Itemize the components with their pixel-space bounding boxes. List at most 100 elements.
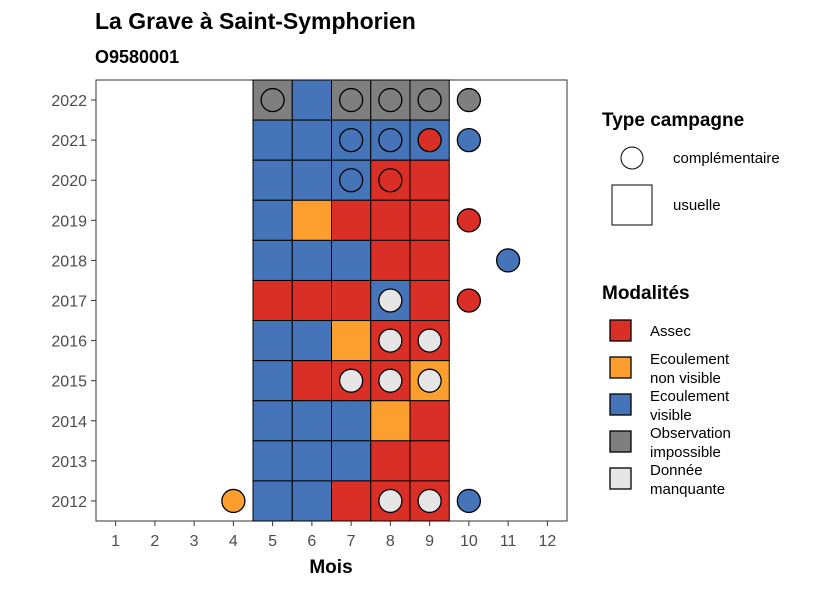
tile — [291, 360, 332, 402]
tiles-layer — [252, 79, 450, 522]
x-tick-label: 4 — [229, 533, 238, 550]
tile — [331, 480, 372, 522]
tile — [331, 279, 372, 322]
tile — [252, 159, 293, 201]
tile — [331, 400, 372, 442]
x-axis-label: Mois — [309, 557, 352, 578]
x-tick-label: 12 — [538, 533, 556, 550]
tile — [291, 199, 332, 241]
tile — [370, 400, 411, 442]
y-tick-label: 2016 — [51, 334, 87, 351]
chart-title: La Grave à Saint-Symphorien — [95, 8, 416, 34]
point — [338, 87, 364, 113]
legend-type-label: usuelle — [673, 197, 721, 214]
tile — [370, 199, 411, 241]
y-tick-label: 2013 — [51, 454, 87, 471]
tile — [291, 79, 332, 121]
legend-modalites: Modalités Assec Ecoulement non visibleEcou… — [602, 283, 731, 498]
tile — [291, 159, 332, 201]
tile — [331, 440, 372, 482]
x-tick-label: 3 — [190, 533, 199, 550]
point — [417, 127, 442, 153]
point — [456, 127, 482, 153]
tile — [291, 119, 332, 161]
y-tick-label: 2012 — [51, 494, 87, 511]
x-tick-label: 11 — [500, 533, 517, 550]
y-tick-label: 2020 — [51, 173, 87, 190]
point — [338, 127, 364, 153]
tile — [370, 440, 411, 482]
point — [417, 328, 442, 353]
legend-modalite-swatch — [609, 356, 632, 379]
legend-modalite-swatch — [609, 430, 632, 453]
point — [456, 488, 482, 514]
point — [378, 488, 403, 514]
legend-square-swatch — [611, 184, 653, 226]
chart-subtitle: O9580001 — [95, 47, 179, 67]
legend-modalite-label: Assec — [650, 323, 691, 340]
tile — [331, 159, 372, 201]
legend-modalite-swatch — [609, 393, 632, 416]
tile — [409, 159, 450, 201]
tile — [291, 440, 332, 482]
tile — [409, 279, 450, 322]
point — [417, 368, 442, 393]
point — [417, 87, 442, 113]
legend-circle-swatch — [620, 146, 644, 170]
tile — [252, 199, 293, 241]
legend-type-campagne: Type campagne complémentaire usuelle — [602, 110, 780, 226]
point — [378, 87, 403, 113]
tile — [291, 320, 332, 362]
tile — [252, 239, 293, 281]
tile — [409, 400, 450, 442]
point — [456, 87, 482, 113]
x-tick-label: 1 — [111, 533, 120, 550]
y-tick-label: 2017 — [51, 294, 87, 311]
tile — [409, 440, 450, 482]
legend-modalite-label: Observation impossible — [650, 425, 731, 461]
tile — [252, 360, 293, 402]
tile — [252, 320, 293, 362]
tile — [252, 400, 293, 442]
tile — [331, 199, 372, 241]
tile — [291, 400, 332, 442]
tile — [291, 239, 332, 281]
point — [338, 168, 364, 193]
y-axis: 2012 2013 2014 2015 2016 2017 2018 2019 2020 2021… — [51, 93, 96, 511]
legend-modalites-title: Modalités — [602, 283, 690, 304]
y-tick-label: 2014 — [51, 414, 87, 431]
tile — [252, 279, 293, 322]
point — [338, 368, 364, 393]
point — [378, 127, 403, 153]
point — [417, 488, 442, 514]
y-tick-label: 2022 — [51, 93, 87, 110]
x-tick-label: 5 — [268, 533, 277, 550]
tile — [291, 480, 332, 522]
x-tick-label: 7 — [347, 533, 356, 550]
y-tick-label: 2018 — [51, 253, 87, 270]
tile — [252, 119, 293, 161]
point — [378, 368, 403, 393]
tile — [331, 239, 372, 281]
legend-type-label: complémentaire — [673, 150, 780, 167]
tile — [409, 199, 450, 241]
y-tick-label: 2015 — [51, 374, 87, 391]
point — [456, 208, 482, 233]
legend-modalite-label: Donnée manquante — [650, 462, 725, 498]
point — [378, 168, 403, 193]
tile — [370, 239, 411, 281]
x-tick-label: 2 — [150, 533, 159, 550]
x-axis: 1 2 3 4 5 6 7 8 9 10 11 12 — [111, 521, 556, 550]
tile — [331, 320, 372, 362]
point — [378, 328, 403, 353]
point — [378, 288, 403, 313]
x-tick-label: 9 — [425, 533, 434, 550]
point — [221, 488, 246, 514]
y-tick-label: 2019 — [51, 213, 87, 230]
x-tick-label: 6 — [307, 533, 316, 550]
tile — [252, 480, 293, 522]
point — [495, 248, 521, 273]
legend-modalite-swatch — [609, 319, 632, 342]
points-layer — [221, 87, 521, 514]
